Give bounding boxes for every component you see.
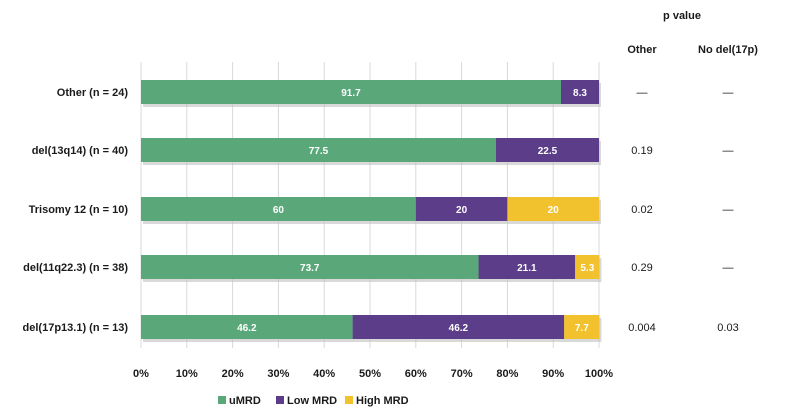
x-tick-label: 10% [176, 368, 198, 380]
legend-swatch [276, 396, 284, 404]
p-value-cell: 0.19 [631, 145, 652, 157]
bar-segment [495, 138, 599, 162]
p-value-cell: 0.03 [717, 322, 738, 334]
bar-value-label: 91.7 [341, 88, 361, 99]
bar-segment [141, 80, 561, 104]
bar-value-label: 5.3 [580, 263, 594, 274]
p-value-title: p value [663, 10, 701, 22]
bar-value-label: 20 [548, 205, 560, 216]
x-tick-label: 100% [585, 368, 613, 380]
bar-segment [478, 255, 576, 279]
p-value-cell: — [723, 204, 734, 216]
x-tick-label: 70% [451, 368, 473, 380]
legend-swatch [345, 396, 353, 404]
bar-segment [415, 197, 508, 221]
x-tick-label: 40% [313, 368, 335, 380]
bar-segment [575, 255, 600, 279]
p-value-column-other: Other [627, 44, 657, 56]
x-tick-label: 20% [222, 368, 244, 380]
bar-segment [352, 315, 565, 339]
x-tick-label: 90% [542, 368, 564, 380]
bar-value-label: 73.7 [300, 263, 320, 274]
legend-swatch [218, 396, 226, 404]
category-label: del(13q14) (n = 40) [32, 145, 129, 157]
bar-value-label: 77.5 [309, 146, 329, 157]
p-value-cell: 0.29 [631, 262, 652, 274]
bar-value-label: 22.5 [538, 146, 558, 157]
p-value-cell: — [723, 87, 734, 99]
p-value-cell: 0.02 [631, 204, 652, 216]
x-tick-label: 30% [267, 368, 289, 380]
bar-segment [141, 255, 479, 279]
category-label: del(17p13.1) (n = 13) [23, 322, 129, 334]
p-value-column-no-del17p: No del(17p) [698, 44, 758, 56]
bar-value-label: 8.3 [573, 88, 587, 99]
legend-label: High MRD [356, 395, 409, 407]
bar-value-label: 20 [456, 205, 468, 216]
x-tick-labels: 0% 10% 20% 30% 40% 50% 60% 70% 80% 90% 100% [133, 368, 613, 380]
p-value-cell: 0.004 [628, 322, 656, 334]
legend-label: uMRD [229, 395, 261, 407]
category-labels: Other (n = 24) del(13q14) (n = 40) Trisomy… [23, 87, 129, 334]
bar-segment [507, 197, 599, 221]
legend: uMRD Low MRD High MRD [218, 395, 409, 407]
bar-value-label: 7.7 [575, 323, 589, 334]
x-tick-label: 80% [496, 368, 518, 380]
bar-value-label: 46.2 [449, 323, 469, 334]
p-value-table: p value Other No del(17p) — — 0.19 — 0.02 — 0.… [627, 10, 758, 334]
bar-value-label: 46.2 [237, 323, 257, 334]
x-tick-label: 50% [359, 368, 381, 380]
bar-segment [141, 197, 416, 221]
bar-segment [564, 315, 600, 339]
bars: 91.7 8.3 77.5 22.5 60 20 20 73.7 21.1 5.3 46.2 46.2… [141, 80, 602, 342]
category-label: Trisomy 12 (n = 10) [29, 204, 129, 216]
bar-segment [141, 138, 496, 162]
category-label: del(11q22.3) (n = 38) [23, 262, 128, 274]
p-value-cell: — [723, 145, 734, 157]
bar-value-label: 60 [273, 205, 285, 216]
bar-segment [560, 80, 599, 104]
bar-value-label: 21.1 [517, 263, 537, 274]
x-tick-label: 60% [405, 368, 427, 380]
bar-segment [141, 315, 353, 339]
p-value-cell: — [637, 87, 648, 99]
p-value-cell: — [723, 262, 734, 274]
category-label: Other (n = 24) [57, 87, 129, 99]
legend-label: Low MRD [287, 395, 337, 407]
x-tick-label: 0% [133, 368, 149, 380]
